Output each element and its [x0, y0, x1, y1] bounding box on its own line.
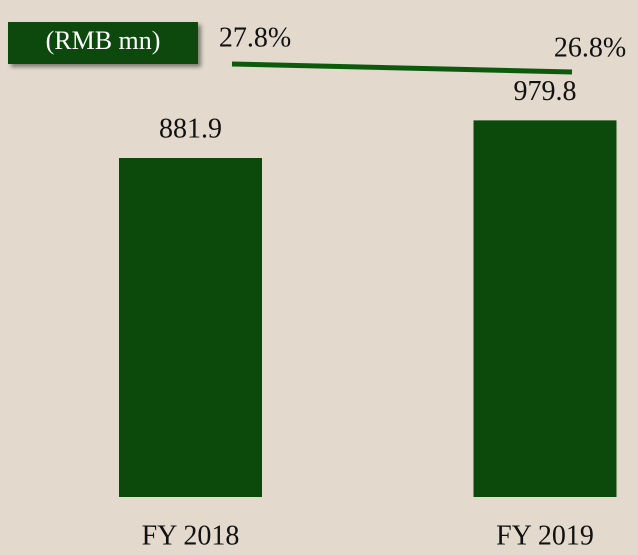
bar: [473, 120, 617, 498]
x-tick-label: FY 2018: [142, 520, 240, 551]
value-label: 979.8: [514, 76, 577, 107]
x-tick-label: FY 2019: [496, 520, 594, 551]
line-value-label: 27.8%: [219, 22, 291, 53]
line-value-label: 26.8%: [554, 32, 626, 63]
value-label: 881.9: [159, 113, 222, 144]
bar: [119, 157, 262, 498]
unit-box: [8, 22, 198, 64]
unit-label: (RMB mn): [46, 26, 161, 55]
margin-line: [231, 61, 573, 75]
